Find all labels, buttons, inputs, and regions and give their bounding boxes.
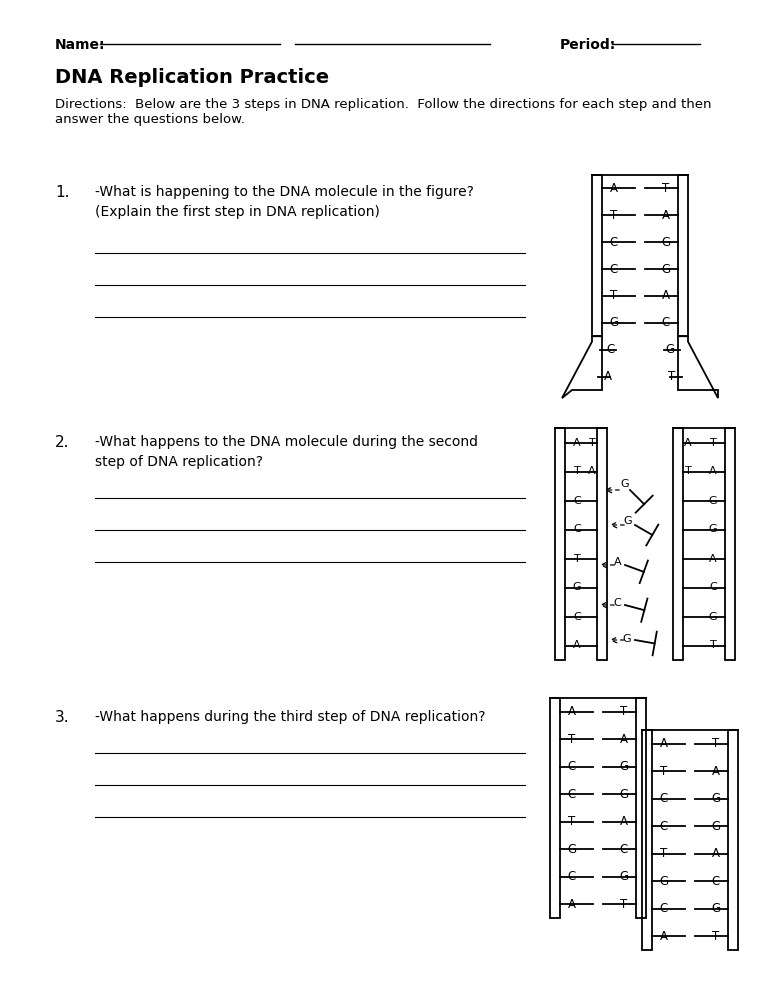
Text: Name:: Name: (55, 38, 105, 52)
Text: T: T (621, 898, 627, 911)
Text: G: G (709, 611, 717, 621)
Text: A: A (712, 764, 720, 777)
Text: A: A (573, 640, 581, 650)
Text: T: T (568, 815, 576, 828)
Text: T: T (588, 437, 595, 447)
Text: A: A (660, 929, 668, 942)
Text: G: G (620, 760, 628, 773)
Text: T: T (710, 437, 717, 447)
Text: G: G (665, 343, 674, 356)
Text: C: C (606, 343, 614, 356)
Bar (592, 175, 602, 336)
Text: A: A (568, 706, 576, 719)
Text: A: A (662, 289, 670, 302)
Text: A: A (684, 437, 692, 447)
Text: T: T (574, 554, 581, 564)
Text: T: T (660, 847, 667, 860)
Text: C: C (573, 611, 581, 621)
Bar (725, 428, 735, 660)
Text: C: C (662, 316, 670, 329)
Text: T: T (611, 209, 617, 222)
Text: G: G (711, 792, 720, 805)
Bar (597, 428, 607, 660)
Text: (Explain the first step in DNA replication): (Explain the first step in DNA replicati… (95, 205, 380, 219)
Text: T: T (621, 706, 627, 719)
Text: C: C (712, 875, 720, 888)
Text: G: G (661, 262, 670, 275)
Text: A: A (614, 558, 621, 568)
Bar (550, 698, 560, 918)
Text: G: G (709, 495, 717, 506)
Text: T: T (713, 929, 720, 942)
Text: A: A (709, 554, 717, 564)
Text: step of DNA replication?: step of DNA replication? (95, 455, 263, 469)
Bar (673, 428, 683, 660)
Text: A: A (588, 466, 596, 476)
Text: Directions:  Below are the 3 steps in DNA replication.  Follow the directions fo: Directions: Below are the 3 steps in DNA… (55, 98, 711, 126)
Text: C: C (610, 236, 618, 248)
Text: C: C (660, 903, 668, 915)
Bar (636, 698, 646, 918)
Text: A: A (620, 733, 628, 746)
Text: C: C (573, 495, 581, 506)
Text: A: A (610, 182, 618, 195)
Text: T: T (668, 370, 675, 383)
Text: G: G (709, 525, 717, 535)
Text: T: T (662, 182, 670, 195)
Text: T: T (710, 640, 717, 650)
Text: G: G (624, 516, 632, 526)
Text: G: G (610, 316, 618, 329)
Text: T: T (568, 733, 576, 746)
Bar (728, 730, 738, 950)
Text: A: A (662, 209, 670, 222)
Text: DNA Replication Practice: DNA Replication Practice (55, 68, 329, 87)
Text: C: C (568, 788, 576, 801)
Text: Period:: Period: (560, 38, 616, 52)
Text: C: C (709, 582, 717, 592)
Text: A: A (620, 815, 628, 828)
Text: T: T (660, 764, 667, 777)
Text: G: G (568, 843, 577, 856)
Text: C: C (573, 525, 581, 535)
Text: G: G (620, 479, 629, 489)
Text: G: G (620, 788, 628, 801)
Text: C: C (568, 760, 576, 773)
Text: C: C (620, 843, 628, 856)
Text: 3.: 3. (55, 710, 70, 725)
Text: C: C (660, 792, 668, 805)
Text: A: A (712, 847, 720, 860)
Text: 1.: 1. (55, 185, 69, 200)
Text: G: G (711, 820, 720, 833)
Text: T: T (684, 466, 691, 476)
Bar (678, 175, 688, 336)
Text: C: C (610, 262, 618, 275)
Text: -What happens during the third step of DNA replication?: -What happens during the third step of D… (95, 710, 485, 724)
Text: G: G (661, 236, 670, 248)
Text: A: A (568, 898, 576, 911)
Text: G: G (623, 633, 631, 643)
Text: A: A (604, 370, 612, 383)
Text: T: T (713, 738, 720, 750)
Text: C: C (614, 598, 621, 608)
Text: 2.: 2. (55, 435, 69, 450)
Text: A: A (709, 466, 717, 476)
Text: T: T (574, 466, 581, 476)
Text: G: G (711, 903, 720, 915)
Bar (642, 730, 652, 950)
Text: -What is happening to the DNA molecule in the figure?: -What is happening to the DNA molecule i… (95, 185, 474, 199)
Text: G: G (573, 582, 581, 592)
Text: G: G (660, 875, 669, 888)
Text: A: A (660, 738, 668, 750)
Text: T: T (611, 289, 617, 302)
Text: G: G (620, 871, 628, 884)
Text: C: C (660, 820, 668, 833)
Text: -What happens to the DNA molecule during the second: -What happens to the DNA molecule during… (95, 435, 478, 449)
Text: C: C (568, 871, 576, 884)
Text: A: A (573, 437, 581, 447)
Bar (555, 428, 565, 660)
